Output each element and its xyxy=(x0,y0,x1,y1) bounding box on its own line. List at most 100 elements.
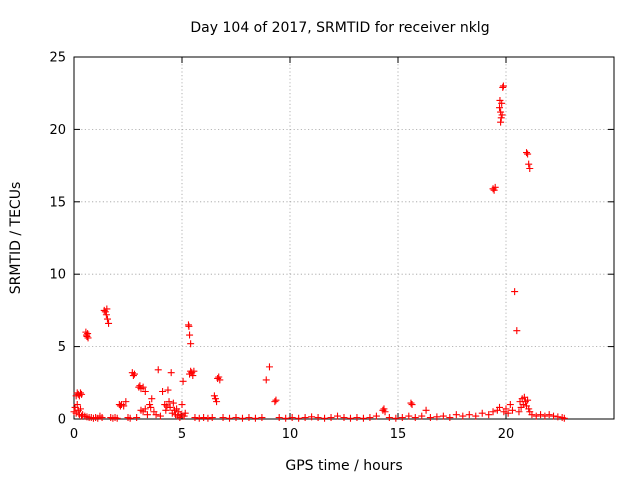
data-point xyxy=(169,399,177,407)
data-point xyxy=(513,327,521,335)
data-point xyxy=(162,406,170,414)
data-point xyxy=(497,108,505,116)
data-point xyxy=(271,398,279,406)
data-point xyxy=(496,96,504,104)
data-point xyxy=(156,412,164,420)
data-point xyxy=(366,414,374,422)
data-point xyxy=(541,412,549,420)
data-point xyxy=(459,412,467,420)
data-point xyxy=(213,398,221,406)
data-point xyxy=(465,411,473,419)
data-point xyxy=(185,322,193,330)
x-tick-labels: 0 5 10 15 20 xyxy=(70,427,514,442)
data-point xyxy=(321,414,329,422)
data-point xyxy=(385,414,393,422)
data-point xyxy=(346,414,354,422)
chart-title: Day 104 of 2017, SRMTID for receiver nkl… xyxy=(190,20,489,36)
data-point xyxy=(498,111,506,119)
data-point xyxy=(381,408,389,416)
data-point xyxy=(143,411,151,419)
data-point xyxy=(200,414,208,422)
data-point xyxy=(126,414,134,422)
data-point xyxy=(520,393,528,401)
data-point xyxy=(523,149,531,157)
x-tick-label: 5 xyxy=(178,427,186,442)
data-point xyxy=(84,334,92,342)
data-point xyxy=(148,395,156,403)
data-point xyxy=(141,387,149,395)
y-tick-label: 0 xyxy=(58,413,66,428)
data-point xyxy=(219,414,227,422)
y-tick-label: 20 xyxy=(49,123,66,138)
data-point xyxy=(334,412,342,420)
data-point xyxy=(164,386,172,394)
data-point xyxy=(489,408,497,416)
data-point xyxy=(537,411,545,419)
data-point xyxy=(392,414,400,422)
data-point xyxy=(167,369,175,377)
data-point xyxy=(508,406,516,414)
axis-ticks xyxy=(73,56,614,420)
data-point xyxy=(152,411,160,419)
data-point xyxy=(133,414,141,422)
data-point xyxy=(426,414,434,422)
data-point xyxy=(496,104,504,112)
data-point xyxy=(439,412,447,420)
x-tick-label: 20 xyxy=(498,427,515,442)
x-tick-label: 15 xyxy=(390,427,407,442)
data-point xyxy=(120,402,128,410)
data-point xyxy=(398,414,406,422)
data-point xyxy=(490,186,498,194)
data-point xyxy=(179,377,187,385)
data-point xyxy=(407,399,415,407)
data-point xyxy=(208,414,216,422)
data-point xyxy=(554,413,562,421)
data-point xyxy=(528,411,536,419)
data-point xyxy=(180,412,188,420)
data-point xyxy=(380,405,388,413)
data-point xyxy=(478,409,486,417)
data-point xyxy=(186,331,194,339)
data-point xyxy=(210,392,218,400)
y-tick-labels: 0 5 10 15 20 25 xyxy=(49,51,66,428)
y-tick-label: 15 xyxy=(49,195,66,210)
data-point xyxy=(446,414,454,422)
data-point xyxy=(258,414,266,422)
data-point xyxy=(211,395,219,403)
data-point xyxy=(372,412,380,420)
data-point xyxy=(190,367,198,375)
data-point xyxy=(195,414,203,422)
data-point xyxy=(204,414,212,422)
data-point xyxy=(295,414,303,422)
data-point xyxy=(82,328,90,336)
data-point xyxy=(76,389,84,397)
x-tick-label: 0 xyxy=(70,427,78,442)
data-point xyxy=(545,411,553,419)
data-point xyxy=(496,403,504,411)
data-point xyxy=(525,160,533,168)
data-point xyxy=(216,376,224,384)
data-point xyxy=(103,315,111,323)
data-point xyxy=(130,370,138,378)
data-point xyxy=(272,396,280,404)
data-point xyxy=(405,412,413,420)
data-point xyxy=(232,414,240,422)
data-point xyxy=(491,183,499,191)
y-axis-label: SRMTID / TECUs xyxy=(8,182,24,295)
data-point xyxy=(499,82,507,90)
data-point xyxy=(262,376,270,384)
y-tick-label: 5 xyxy=(58,340,66,355)
data-point xyxy=(497,118,505,126)
data-point xyxy=(181,409,189,417)
data-point xyxy=(139,383,147,391)
data-point xyxy=(308,413,316,421)
data-point xyxy=(146,401,154,409)
data-point xyxy=(485,411,493,419)
data-point xyxy=(408,401,416,409)
data-point xyxy=(422,406,430,414)
data-point xyxy=(353,414,361,422)
data-point xyxy=(502,405,510,413)
data-point xyxy=(73,401,81,409)
data-point xyxy=(452,411,460,419)
